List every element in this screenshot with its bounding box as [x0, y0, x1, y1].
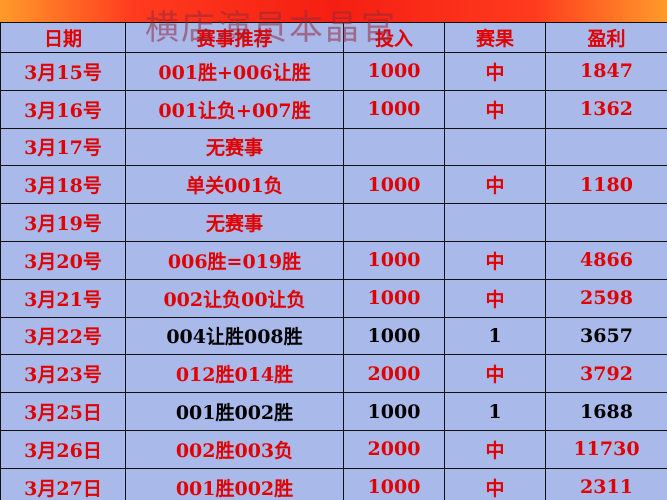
table-cell: 3月23号: [0, 354, 126, 394]
table-cell: 1: [444, 316, 546, 356]
header-cell: 盈利: [545, 22, 667, 53]
table-cell: 中: [444, 278, 546, 318]
table-cell: 001胜+006让胜: [125, 52, 344, 91]
table-cell: 3月26日: [0, 430, 126, 469]
table-cell: 3月16号: [0, 89, 126, 129]
table-cell: 1362: [545, 89, 667, 129]
table-cell: 3月20号: [0, 241, 126, 280]
table-cell: 2000: [343, 430, 445, 469]
header-cell: 赛果: [444, 22, 546, 53]
table-cell: 1000: [343, 52, 445, 91]
table-cell: 1: [444, 392, 546, 431]
table-cell: 002让负00让负: [125, 278, 344, 318]
empty-cell: [545, 203, 667, 242]
table-cell: 1847: [545, 52, 667, 91]
table-cell: 3月25日: [0, 392, 126, 431]
table-cell: 001胜002胜: [125, 467, 344, 500]
table-cell: 1000: [343, 467, 445, 500]
table-cell: 3月21号: [0, 278, 126, 318]
table-cell: 1000: [343, 89, 445, 129]
table-cell: 1000: [343, 241, 445, 280]
empty-cell: [343, 203, 445, 242]
table-cell: 002胜003负: [125, 430, 344, 469]
table-cell: 1000: [343, 278, 445, 318]
table-cell: 3月18号: [0, 165, 126, 205]
header-cell: 日期: [0, 22, 126, 53]
table-cell: 1000: [343, 392, 445, 431]
table-cell: 001让负+007胜: [125, 89, 344, 129]
watermark: 横店演员本晶官: [145, 8, 397, 48]
table-cell: 3月15号: [0, 52, 126, 91]
table-cell: 2598: [545, 278, 667, 318]
table-cell: 单关001负: [125, 165, 344, 205]
table-cell: 无赛事: [125, 203, 344, 242]
table-cell: 中: [444, 89, 546, 129]
empty-cell: [444, 203, 546, 242]
table-cell: 11730: [545, 430, 667, 469]
empty-cell: [444, 127, 546, 167]
table-cell: 006胜=019胜: [125, 241, 344, 280]
table-cell: 012胜014胜: [125, 354, 344, 394]
table-cell: 1688: [545, 392, 667, 431]
table-cell: 3792: [545, 354, 667, 394]
empty-cell: [545, 127, 667, 167]
table-cell: 4866: [545, 241, 667, 280]
table-cell: 004让胜008胜: [125, 316, 344, 356]
table-cell: 1000: [343, 316, 445, 356]
table-cell: 2311: [545, 467, 667, 500]
table-cell: 1180: [545, 165, 667, 205]
table-cell: 001胜002胜: [125, 392, 344, 431]
table-cell: 3月27日: [0, 467, 126, 500]
table-cell: 中: [444, 354, 546, 394]
table-cell: 中: [444, 430, 546, 469]
table-cell: 中: [444, 165, 546, 205]
table-cell: 1000: [343, 165, 445, 205]
table-cell: 中: [444, 52, 546, 91]
table-cell: 无赛事: [125, 127, 344, 167]
empty-cell: [343, 127, 445, 167]
banner: [0, 0, 667, 22]
table-cell: 3月19号: [0, 203, 126, 242]
table-cell: 中: [444, 467, 546, 500]
table-cell: 3月22号: [0, 316, 126, 356]
table-cell: 中: [444, 241, 546, 280]
table-cell: 3657: [545, 316, 667, 356]
table-cell: 2000: [343, 354, 445, 394]
table-cell: 3月17号: [0, 127, 126, 167]
